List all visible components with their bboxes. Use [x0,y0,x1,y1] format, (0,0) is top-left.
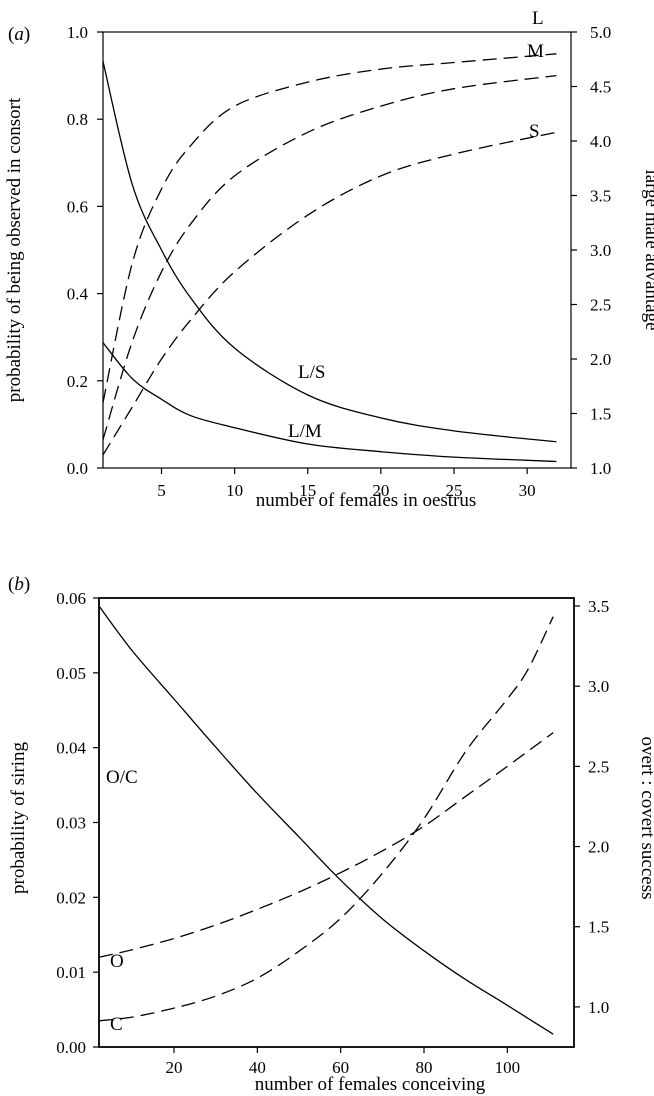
panel-b-x-tick-label: 100 [495,1058,521,1077]
panel-a-series-l-m-line [102,342,557,463]
panel-b-right-y-tick-label: 1.0 [588,998,609,1017]
panel-b-series-c-line [98,616,554,1022]
panel-b-left-y-tick-label: 0.03 [56,814,86,833]
panel-a-series-l-m-label: L/M [288,421,322,442]
panel-a-chart: (a) 5 10 15 20 25 30 0.0 0.2 0.4 0.6 0.8 1.0 1.0 1.… [4,8,654,511]
panel-b-right-y-tick-label: 3.5 [588,597,609,616]
panel-a-x-tick-label: 10 [226,481,243,500]
panel-b-left-y-tick-label: 0.06 [56,589,86,608]
panel-b-label: (b) [8,574,30,595]
panel-a-x-axis-title: number of females in oestrus [256,490,477,511]
panel-b-left-y-tick-label: 0.04 [56,739,86,758]
panel-a-series-m-label: M [527,41,544,62]
panel-a-left-y-tick-label: 0.0 [67,459,88,478]
panel-a-left-y-tick-label: 0.6 [67,197,88,216]
panel-b-chart: (b) 20 40 60 80 100 0.00 0.01 0.02 0.03 0.04 0.05… [8,574,654,1095]
panel-b-right-y-tick-label: 1.5 [588,918,609,937]
panel-a-x-tick-label: 25 [446,481,463,500]
panel-a-right-y-tick-label: 3.5 [590,187,611,206]
panel-b-x-tick-label: 40 [249,1058,266,1077]
panel-a-right-y-axis-title: large male advantage [641,169,654,330]
panel-b-x-axis-title: number of females conceiving [255,1074,486,1095]
panel-a-right-y-tick-label: 5.0 [590,23,611,42]
panel-a-series-s-label: S [529,121,540,142]
panel-b-series-o-c-line [98,605,554,1035]
panel-a-left-y-tick-label: 1.0 [67,23,88,42]
panel-a-series-m-line [102,74,557,440]
panel-b-left-y-tick-label: 0.02 [56,888,86,907]
panel-b-letter: b [14,574,24,595]
panel-a-left-y-tick-label: 0.8 [67,110,88,129]
panel-a-left-y-tick-label: 0.4 [67,285,89,304]
panel-a-x-tick-label: 5 [157,481,166,500]
panel-a-label: (a) [8,24,30,45]
panel-b-series-o-c-label: O/C [106,767,138,788]
panel-a-series-l-s-line [102,61,557,443]
panel-a-right-y-tick-label: 4.0 [590,132,611,151]
panel-a-series-s-line [102,131,557,456]
panel-a-series-l-line [102,53,557,403]
panel-a-x-tick-label: 30 [519,481,536,500]
panel-a-right-y-tick-label: 1.0 [590,459,611,478]
panel-b-left-y-tick-label: 0.00 [56,1038,86,1057]
panel-b-left-y-tick-label: 0.05 [56,664,86,683]
panel-b-right-y-axis-title: overt : covert success [637,736,654,899]
panel-a-right-y-tick-label: 2.5 [590,296,611,315]
panel-a-right-y-tick-label: 4.5 [590,78,611,97]
panel-b-series-o-label: O [110,951,124,972]
panel-a-left-y-axis-title: probability of being observed in consort [4,97,25,402]
panel-b-x-tick-label: 20 [166,1058,183,1077]
panel-a-x-tick-label: 20 [372,481,389,500]
panel-b-x-tick-label: 80 [416,1058,433,1077]
panel-b-right-y-tick-label: 2.5 [588,757,609,776]
panel-b-plot-frame [98,597,575,1048]
panel-b-left-y-axis-title: probability of siring [8,742,29,894]
panel-b-left-y-tick-label: 0.01 [56,963,86,982]
panel-a-series-l-s-label: L/S [298,362,325,383]
panel-a-right-y-tick-label: 2.0 [590,350,611,369]
panel-b-series-o-line [98,732,554,958]
panel-a-series-l-label: L [532,8,544,29]
panel-b-x-tick-label: 60 [332,1058,349,1077]
panel-a-right-y-tick-label: 1.5 [590,405,611,424]
panel-a-right-y-tick-label: 3.0 [590,241,611,260]
panel-a-letter: a [14,24,24,45]
panel-b-right-y-tick-label: 2.0 [588,838,609,857]
panel-b-series-c-label: C [110,1014,123,1035]
panel-a-left-y-tick-label: 0.2 [67,372,88,391]
panel-b-right-y-tick-label: 3.0 [588,677,609,696]
panel-a-x-tick-label: 15 [299,481,316,500]
